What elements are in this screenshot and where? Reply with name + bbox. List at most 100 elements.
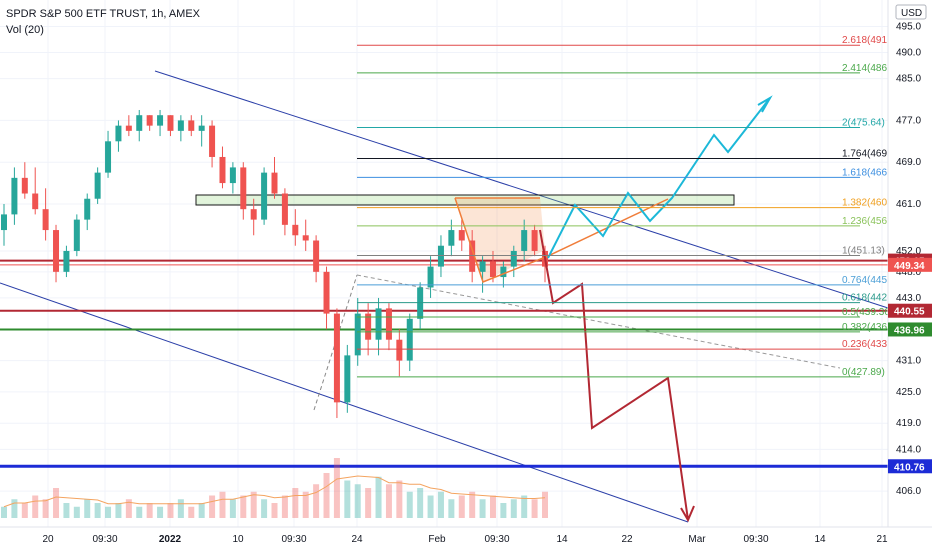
volume-bar [313,484,320,518]
price-tick-label: 477.0 [896,115,921,126]
fib-level-label: 0.764(445.5 [842,275,896,286]
plot-area [0,0,888,527]
volume-bar [53,488,60,518]
time-tick-label: 21 [876,534,888,545]
candle-body [250,209,257,220]
fib-level-label: 2(475.64) [842,118,885,129]
volume-bar [354,484,361,518]
candle-body [146,115,153,126]
volume-bar [125,499,132,518]
price-axis: 495.0 490.0 485.0 477.0 469.0 461.0 452.0 448.0… [887,0,932,550]
candle-body [94,172,101,199]
volume-bar [73,506,80,518]
candle-body [437,245,444,267]
volume-bar [510,499,517,518]
candle-body [188,120,195,131]
fib-level-label: 0.382(436.5 [842,322,896,333]
candle-body [531,230,538,251]
price-tick-label: 443.0 [896,293,921,304]
volume-bar [396,480,403,518]
price-tick-label: 419.0 [896,418,921,429]
time-axis: 20 09:30 2022 10 09:30 24 Feb 09:30 14 22 Mar 09:30… [0,526,932,550]
price-badge [888,303,932,318]
volume-bar [198,503,205,518]
time-tick-label: 09:30 [92,534,117,545]
price-badge-label: 440.55 [894,307,925,318]
volume-bar [302,491,309,518]
candle-body [11,177,18,215]
chart-legend: SPDR S&P 500 ETF TRUST, 1h, AMEX Vol (20… [6,6,200,38]
volume-bar [458,495,465,518]
time-tick-label: 20 [42,534,54,545]
candle-body [396,339,403,361]
fib-level-label: 1.618(466.1 [842,167,896,178]
volume-bar [167,503,174,518]
volume-bar [188,506,195,518]
fib-level-label: 2.414(486.1 [842,63,896,74]
volume-bar [209,495,216,518]
volume-bar [489,495,496,518]
price-badge-label: 410.76 [894,462,925,473]
fib-level-label: 0.5(439.36) [842,307,893,318]
price-tick-label: 448.0 [896,267,921,278]
volume-bar [323,473,330,518]
price-tick-label: 406.0 [896,486,921,497]
volume-bar [406,491,413,518]
candle-body [21,177,28,194]
candle-body [261,172,268,220]
candle-body [510,250,517,267]
time-tick-label: 09:30 [743,534,768,545]
candle-body [219,156,226,184]
currency-label: USD [901,8,922,19]
dashed-trendline [356,274,841,369]
candle-body [167,115,174,131]
candle-body [354,313,361,356]
candle-body [157,115,164,126]
drawings-back [0,70,889,523]
bearish-scenario-path [539,229,689,521]
fibonacci-extension: 2.618(491.4 2.414(486.1 2(475.64) 1.764(469… [357,35,896,378]
volume-bar [250,491,257,518]
time-axis-background [0,527,932,550]
volume-bar [479,499,486,518]
time-tick-label: 09:30 [484,534,509,545]
candle-body [42,209,49,231]
candle-body [73,219,80,251]
volume-bar [240,495,247,518]
candle-body [1,214,7,231]
candle-body [458,230,465,241]
candle-body [105,141,112,173]
volume-bar [333,458,340,518]
fib-level-label: 0(427.89) [842,367,885,378]
price-tick-label: 469.0 [896,157,921,168]
candlestick-series [1,109,548,419]
volume-bars [1,458,548,518]
price-badge [888,322,932,337]
volume-bar [157,506,164,518]
candle-body [136,115,143,131]
volume-bar [32,495,39,518]
candle-body [177,120,184,131]
price-badge [888,257,932,272]
price-tick-label: 485.0 [896,74,921,85]
price-tick-label: 425.0 [896,387,921,398]
candle-body [385,308,392,340]
volume-bar [1,506,7,518]
candle-body [323,271,330,314]
candle-body [32,193,39,210]
candle-body [469,240,476,272]
volume-bar [271,503,278,518]
fib-level-label: 2.618(491.4 [842,35,896,46]
candle-body [209,125,216,157]
candle-body [448,230,455,246]
bearish-arrowhead [680,505,695,523]
volume-bar [219,491,226,518]
time-tick-label: Mar [688,534,706,545]
fib-level-label: 1.236(456.8 [842,216,896,227]
candle-body [313,240,320,272]
volume-bar [469,491,476,518]
time-tick-label: 2022 [159,534,182,545]
volume-bar [292,488,299,518]
fib-level-label: 0.618(442.1 [842,293,896,304]
